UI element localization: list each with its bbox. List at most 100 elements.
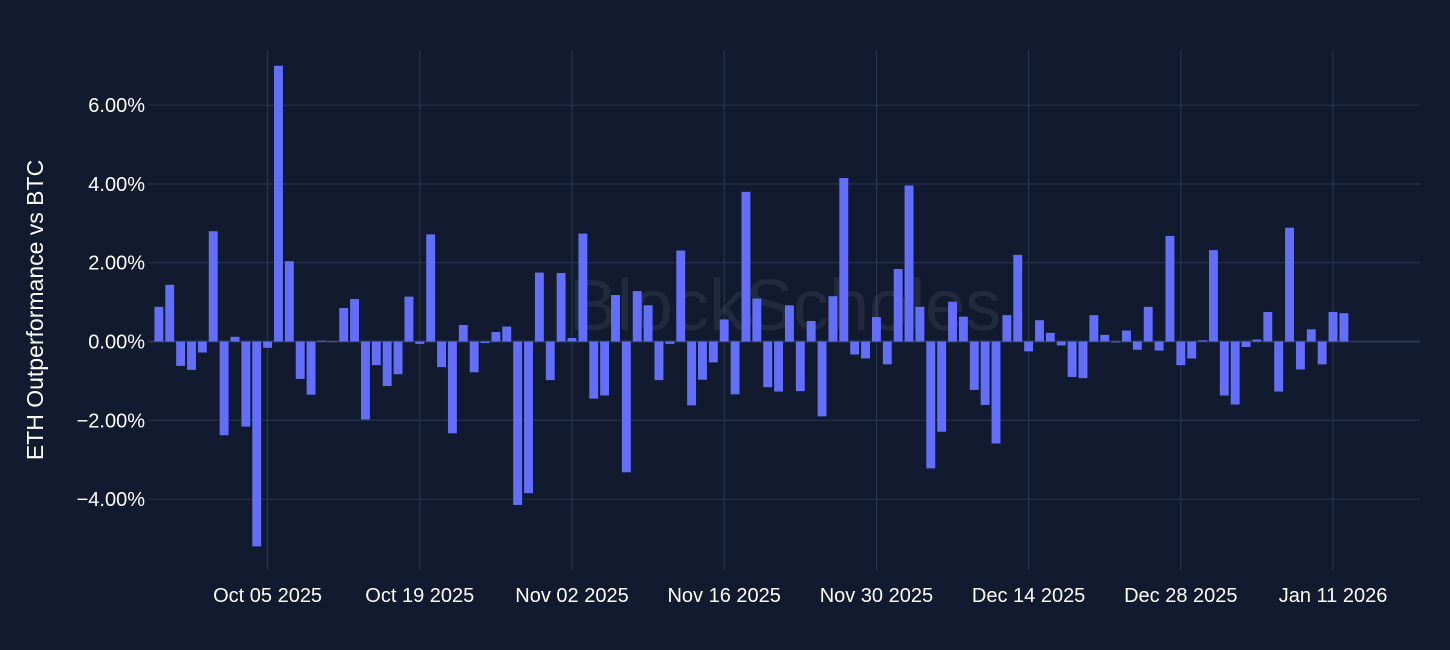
bar[interactable] — [284, 261, 294, 342]
bar[interactable] — [491, 332, 501, 342]
bar[interactable] — [839, 178, 849, 342]
bar[interactable] — [969, 341, 979, 390]
bar[interactable] — [154, 306, 164, 342]
bar[interactable] — [1252, 339, 1262, 342]
bar[interactable] — [404, 296, 414, 342]
bar[interactable] — [469, 341, 479, 373]
bar[interactable] — [654, 341, 664, 381]
bar[interactable] — [545, 341, 555, 381]
bar[interactable] — [763, 341, 773, 388]
bar[interactable] — [1208, 250, 1218, 342]
bar[interactable] — [339, 308, 349, 342]
bar[interactable] — [1078, 341, 1088, 379]
bar[interactable] — [1285, 227, 1294, 342]
bar[interactable] — [1295, 341, 1305, 370]
bar[interactable] — [480, 341, 490, 344]
bar[interactable] — [556, 272, 566, 342]
bar[interactable] — [784, 305, 794, 342]
bar[interactable] — [850, 341, 860, 355]
bar[interactable] — [806, 321, 816, 342]
bar[interactable] — [328, 341, 338, 343]
bar[interactable] — [230, 336, 240, 342]
bar[interactable] — [263, 341, 273, 348]
bar[interactable] — [252, 341, 262, 547]
bar[interactable] — [513, 341, 523, 505]
bar[interactable] — [1219, 341, 1229, 396]
bar[interactable] — [1241, 341, 1251, 348]
bar[interactable] — [1111, 341, 1121, 343]
bar[interactable] — [676, 250, 686, 342]
bar[interactable] — [187, 341, 196, 370]
bar[interactable] — [1328, 311, 1338, 342]
bar[interactable] — [415, 341, 425, 344]
bar[interactable] — [1013, 254, 1023, 342]
bar[interactable] — [1132, 341, 1142, 350]
bar[interactable] — [1317, 341, 1327, 365]
bar[interactable] — [350, 298, 360, 342]
bar[interactable] — [241, 341, 251, 427]
bar[interactable] — [915, 306, 925, 342]
bar[interactable] — [600, 341, 610, 396]
bar[interactable] — [904, 185, 914, 342]
bar[interactable] — [1230, 341, 1240, 405]
bar[interactable] — [382, 341, 392, 387]
bar[interactable] — [502, 326, 512, 342]
bar[interactable] — [437, 341, 446, 368]
bar[interactable] — [1067, 341, 1077, 377]
bar[interactable] — [1154, 341, 1164, 351]
bar[interactable] — [828, 296, 838, 342]
bar[interactable] — [1187, 341, 1197, 359]
bar[interactable] — [524, 341, 533, 494]
bar[interactable] — [534, 272, 544, 342]
bar[interactable] — [752, 298, 762, 342]
bar[interactable] — [871, 317, 881, 342]
bar[interactable] — [1339, 313, 1349, 342]
bar[interactable] — [567, 337, 577, 342]
bar[interactable] — [926, 341, 936, 469]
bar[interactable] — [958, 316, 968, 342]
bar[interactable] — [1263, 311, 1273, 342]
bar[interactable] — [1176, 341, 1186, 366]
bar[interactable] — [1024, 341, 1034, 352]
bar[interactable] — [1274, 341, 1284, 392]
bar[interactable] — [208, 231, 218, 342]
bar[interactable] — [893, 269, 903, 342]
bar[interactable] — [1089, 315, 1099, 342]
bar[interactable] — [698, 341, 707, 380]
bar[interactable] — [1100, 334, 1110, 342]
bar[interactable] — [621, 341, 631, 473]
bar[interactable] — [1198, 340, 1208, 342]
bar[interactable] — [219, 341, 229, 436]
bar[interactable] — [882, 341, 892, 365]
bar[interactable] — [741, 191, 751, 342]
bar[interactable] — [176, 341, 186, 366]
bar[interactable] — [719, 319, 729, 342]
bar[interactable] — [458, 324, 468, 342]
bar[interactable] — [1306, 329, 1316, 342]
bar[interactable] — [1056, 341, 1066, 346]
bar[interactable] — [861, 341, 870, 359]
bar[interactable] — [708, 341, 718, 363]
bar[interactable] — [774, 341, 784, 392]
bar[interactable] — [991, 341, 1001, 444]
bar[interactable] — [1165, 235, 1175, 342]
bar[interactable] — [447, 341, 457, 434]
bar[interactable] — [317, 340, 327, 342]
bar[interactable] — [371, 341, 381, 366]
bar[interactable] — [578, 233, 588, 342]
bar[interactable] — [360, 341, 370, 420]
bar[interactable] — [1045, 332, 1055, 342]
bar[interactable] — [632, 291, 642, 342]
bar[interactable] — [165, 284, 175, 342]
bar[interactable] — [295, 341, 305, 379]
bar[interactable] — [1143, 306, 1153, 342]
bar[interactable] — [1002, 315, 1012, 342]
bar[interactable] — [1122, 330, 1131, 342]
bar[interactable] — [948, 301, 957, 342]
bar[interactable] — [937, 341, 947, 432]
bar[interactable] — [197, 341, 207, 353]
bar[interactable] — [687, 341, 697, 406]
bar[interactable] — [393, 341, 403, 375]
bar[interactable] — [1035, 320, 1044, 342]
bar[interactable] — [426, 234, 436, 342]
